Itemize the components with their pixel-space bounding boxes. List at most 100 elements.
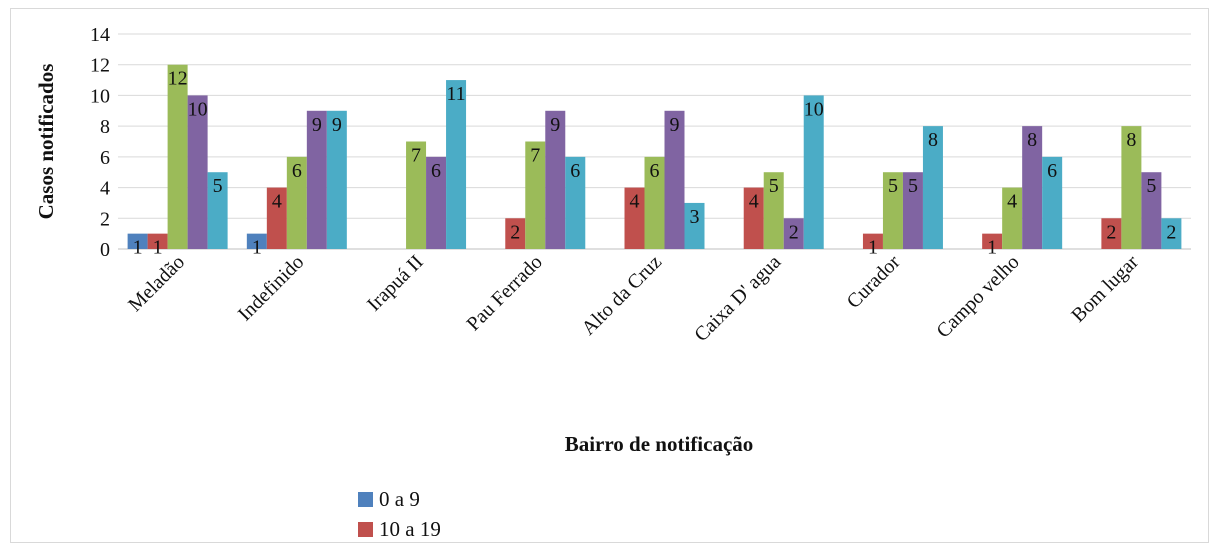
- bar: [565, 156, 586, 249]
- bar: [1161, 218, 1182, 249]
- data-label: 2: [789, 221, 799, 243]
- data-label: 9: [332, 114, 342, 136]
- y-tick-label: 8: [100, 116, 110, 138]
- bar: [406, 141, 427, 249]
- bar: [446, 80, 467, 249]
- bar: [1022, 126, 1043, 249]
- data-label: 6: [1047, 160, 1057, 182]
- y-tick-label: 4: [100, 178, 110, 200]
- y-tick-label: 0: [100, 239, 110, 261]
- data-label: 7: [411, 145, 421, 167]
- bar: [246, 233, 267, 249]
- data-label: 8: [928, 129, 938, 151]
- bar: [624, 187, 645, 249]
- bar: [306, 110, 327, 250]
- data-label: 10: [188, 98, 208, 120]
- x-tick-label: Bom lugar: [1067, 251, 1143, 327]
- bar: [743, 187, 764, 249]
- bar: [545, 110, 566, 250]
- bar: [525, 141, 546, 249]
- data-label: 1: [868, 237, 878, 259]
- bar: [326, 110, 347, 250]
- bar: [1042, 156, 1063, 249]
- bar: [982, 233, 1003, 249]
- data-label: 5: [1146, 175, 1156, 197]
- bar: [902, 172, 923, 249]
- data-label: 9: [550, 114, 560, 136]
- x-tick-label: Caixa D' agua: [690, 251, 785, 346]
- data-label: 10: [804, 98, 824, 120]
- bar: [1121, 126, 1142, 249]
- data-label: 4: [1007, 191, 1017, 213]
- legend-swatch-10-to-19: [358, 522, 373, 537]
- x-axis-title: Bairro de notificação: [565, 432, 754, 456]
- x-tick-label: Pau Ferrado: [463, 251, 547, 335]
- y-tick-label: 10: [90, 85, 110, 107]
- data-label: 2: [1166, 221, 1176, 243]
- bar: [147, 233, 168, 249]
- x-tick-label: Meladão: [124, 251, 189, 316]
- bar: [664, 110, 685, 250]
- bar: [127, 233, 148, 249]
- y-tick-label: 2: [100, 208, 110, 230]
- legend-label-10-to-19: 10 a 19: [379, 517, 441, 541]
- data-label: 6: [292, 160, 302, 182]
- bar: [1141, 172, 1162, 249]
- bar: [266, 187, 287, 249]
- data-label: 4: [630, 191, 640, 213]
- legend-item-0-to-9: 0 a 9: [358, 487, 420, 512]
- bar: [505, 218, 526, 249]
- data-label: 3: [690, 206, 700, 228]
- data-label: 2: [1106, 221, 1116, 243]
- y-axis-title: Casos notificados: [34, 64, 58, 220]
- data-label: 11: [446, 83, 465, 105]
- bar: [783, 218, 804, 249]
- x-tick-label: Curador: [843, 251, 905, 313]
- data-label: 2: [510, 221, 520, 243]
- x-tick-label: Campo velho: [932, 251, 1023, 342]
- data-label: 5: [213, 175, 223, 197]
- bar: [207, 172, 228, 249]
- bar: [1002, 187, 1023, 249]
- data-label: 6: [570, 160, 580, 182]
- y-tick-label: 14: [90, 24, 110, 46]
- y-tick-label: 12: [90, 55, 110, 77]
- x-tick-label: Irapuá II: [363, 251, 428, 316]
- legend-swatch-0-to-9: [358, 492, 373, 507]
- data-label: 12: [168, 68, 188, 90]
- x-tick-label: Indefinido: [234, 251, 308, 325]
- bar: [426, 156, 447, 249]
- data-label: 4: [749, 191, 759, 213]
- bar: [763, 172, 784, 249]
- bar: [684, 202, 705, 249]
- data-label: 8: [1027, 129, 1037, 151]
- chart-frame: 0 2 4 6 8 10 12 14 1 1 12 10 5 Meladão 1 4 6 9 9 Indefinido…: [10, 8, 1209, 543]
- data-label: 1: [987, 237, 997, 259]
- bar: [167, 64, 188, 249]
- bar: [1101, 218, 1122, 249]
- data-label: 5: [769, 175, 779, 197]
- data-label: 6: [431, 160, 441, 182]
- bar: [187, 95, 208, 249]
- data-label: 1: [252, 237, 262, 259]
- bar: [644, 156, 665, 249]
- bar: [862, 233, 883, 249]
- data-label: 6: [650, 160, 660, 182]
- data-label: 7: [530, 145, 540, 167]
- y-tick-label: 6: [100, 147, 110, 169]
- data-label: 9: [670, 114, 680, 136]
- data-label: 9: [312, 114, 322, 136]
- legend-label-0-to-9: 0 a 9: [379, 487, 420, 511]
- data-label: 1: [153, 237, 163, 259]
- bar: [803, 95, 824, 249]
- bar: [286, 156, 307, 249]
- bar: [882, 172, 903, 249]
- data-label: 4: [272, 191, 282, 213]
- data-label: 1: [133, 237, 143, 259]
- data-label: 8: [1126, 129, 1136, 151]
- x-tick-label: Alto da Cruz: [577, 251, 666, 340]
- legend-item-10-to-19: 10 a 19: [358, 517, 441, 542]
- data-label: 5: [888, 175, 898, 197]
- bar: [922, 126, 943, 249]
